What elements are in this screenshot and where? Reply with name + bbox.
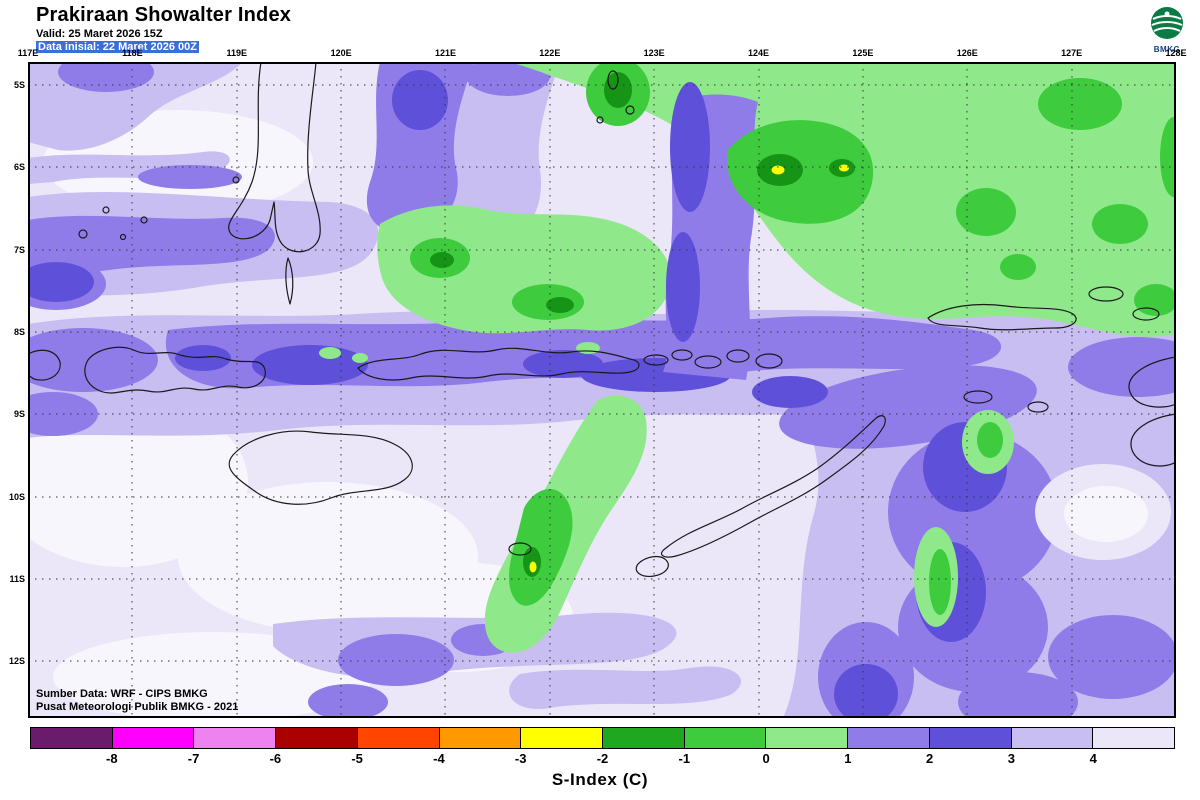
lon-label: 128E <box>1165 48 1187 58</box>
legend-colorbar <box>30 727 1176 749</box>
coastlines <box>28 62 1176 577</box>
legend-tick: 4 <box>1089 751 1097 766</box>
legend-swatch <box>194 727 277 749</box>
legend-title: S-Index (C) <box>551 770 649 789</box>
legend-tick: -4 <box>433 751 445 766</box>
legend-swatch <box>439 727 522 749</box>
legend-tick: -5 <box>351 751 363 766</box>
legend-tick: 2 <box>926 751 934 766</box>
legend-swatch <box>276 727 358 749</box>
legend-tick: -2 <box>596 751 609 766</box>
lat-label: 7S <box>13 245 25 255</box>
lat-label: 11S <box>9 574 25 584</box>
legend-tick: -7 <box>187 751 200 766</box>
valid-time-label: Valid: 25 Maret 2026 15Z <box>36 28 163 40</box>
lon-label: 123E <box>643 48 665 58</box>
longitude-axis: 117E 118E 119E 120E 121E 122E 123E 124E … <box>18 48 1187 60</box>
lon-label: 118E <box>122 48 143 58</box>
latitude-axis: 5S 6S 7S 8S 9S 10S 11S 12S <box>2 62 26 718</box>
map-area: Sumber Data: WRF - CIPS BMKG Pusat Meteo… <box>28 62 1176 718</box>
lon-label: 122E <box>539 48 561 58</box>
lon-label: 120E <box>330 48 352 58</box>
lon-label: 121E <box>434 48 456 58</box>
init-time-label: Data inisial: 22 Maret 2026 00Z <box>36 41 199 53</box>
legend-swatch <box>112 727 195 749</box>
legend-swatch <box>30 727 113 749</box>
bmkg-logo: BMKG <box>1144 5 1190 54</box>
lon-label: 125E <box>852 48 874 58</box>
legend-swatch <box>603 727 685 749</box>
legend-tick: -3 <box>514 751 527 766</box>
bmkg-logo-label: BMKG <box>1153 45 1181 54</box>
yellow-spots <box>529 164 849 573</box>
lat-label: 6S <box>13 162 25 172</box>
legend-swatch <box>1011 727 1094 749</box>
legend-swatch <box>684 727 767 749</box>
map-canvas <box>28 62 1176 718</box>
lat-label: 9S <box>13 409 25 419</box>
source-line-1: Sumber Data: WRF - CIPS BMKG <box>36 688 208 700</box>
legend-swatch <box>766 727 849 749</box>
legend-tick: -1 <box>678 751 691 766</box>
lon-label: 117E <box>17 48 39 58</box>
legend-swatch <box>929 727 1012 749</box>
graticule <box>28 62 1176 718</box>
data-source-note: Sumber Data: WRF - CIPS BMKG Pusat Meteo… <box>36 688 238 714</box>
lat-label: 10S <box>8 492 25 502</box>
lon-label: 124E <box>748 48 770 58</box>
legend-tick: 0 <box>762 751 770 766</box>
header: Prakiraan Showalter Index Valid: 25 Mare… <box>36 4 291 53</box>
source-line-2: Pusat Meteorologi Publik BMKG - 2021 <box>36 701 239 713</box>
legend-tick: 3 <box>1007 751 1016 766</box>
legend-tick: -6 <box>269 751 282 766</box>
legend-swatch <box>357 727 440 749</box>
legend-swatch <box>848 727 930 749</box>
lat-label: 8S <box>13 327 25 337</box>
lat-label: 5S <box>13 80 25 90</box>
legend-tick: -8 <box>106 751 118 766</box>
legend-ticks: -8 -7 -6 -5 -4 -3 -2 -1 0 1 2 3 4 <box>30 751 1175 767</box>
lon-label: 126E <box>956 48 978 58</box>
lat-label: 12S <box>8 656 25 666</box>
bmkg-logo-icon <box>1151 7 1183 39</box>
legend-swatch <box>1093 727 1176 749</box>
lon-label: 127E <box>1061 48 1083 58</box>
legend-swatch <box>521 727 604 749</box>
legend-tick: 1 <box>844 751 852 766</box>
lon-label: 119E <box>226 48 247 58</box>
page-title: Prakiraan Showalter Index <box>36 4 292 26</box>
